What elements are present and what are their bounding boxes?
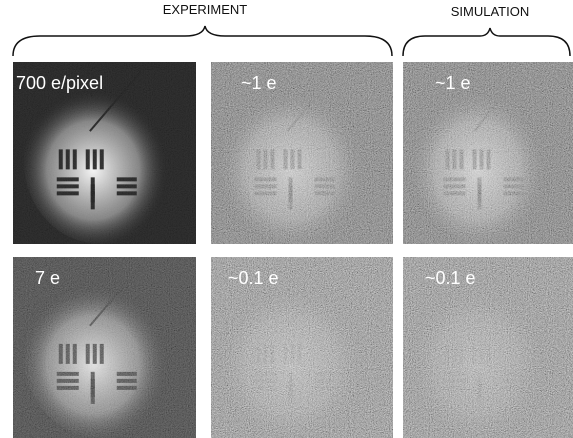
image-panel: ~0.1 e <box>211 257 393 438</box>
image-panel: ~1 e <box>211 62 393 244</box>
panel-content <box>13 62 196 244</box>
image-panel: 700 e/pixel <box>13 62 196 244</box>
noise <box>211 62 393 244</box>
image-panel: 7 e <box>13 257 196 438</box>
panel-label: ~0.1 e <box>228 268 279 288</box>
panel-label: ~1 e <box>241 73 277 93</box>
panel-label: 7 e <box>35 268 60 288</box>
header-experiment: EXPERIMENT <box>163 2 248 17</box>
panel-content <box>13 257 196 438</box>
panel-label: 700 e/pixel <box>16 73 103 93</box>
noise <box>211 257 393 438</box>
noise <box>13 62 196 244</box>
header-simulation: SIMULATION <box>451 4 530 19</box>
noise <box>403 62 573 244</box>
brace-simulation <box>402 27 571 57</box>
panel-label: ~1 e <box>435 73 471 93</box>
noise <box>13 257 196 438</box>
image-panel: ~0.1 e <box>403 257 573 438</box>
panel-content <box>403 62 573 244</box>
brace-experiment <box>12 25 393 57</box>
panel-label: ~0.1 e <box>425 268 476 288</box>
noise <box>403 257 573 438</box>
panel-content <box>211 257 393 438</box>
image-panel: ~1 e <box>403 62 573 244</box>
panel-content <box>403 257 573 438</box>
panel-content <box>211 62 393 244</box>
